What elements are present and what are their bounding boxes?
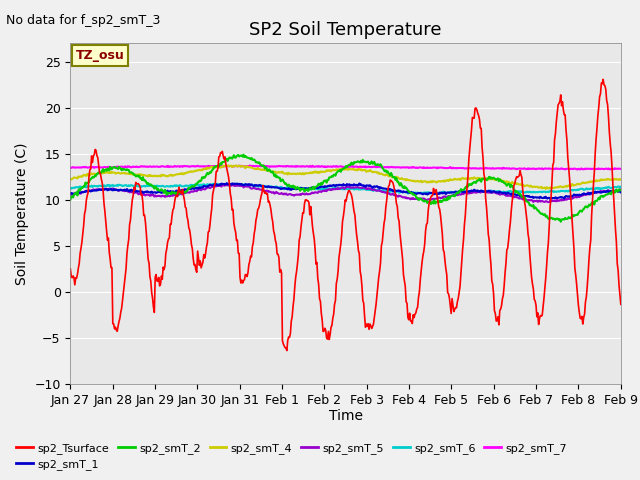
- X-axis label: Time: Time: [328, 409, 363, 423]
- Y-axis label: Soil Temperature (C): Soil Temperature (C): [15, 143, 29, 285]
- Text: No data for f_sp2_smT_3: No data for f_sp2_smT_3: [6, 14, 161, 27]
- Title: SP2 Soil Temperature: SP2 Soil Temperature: [250, 21, 442, 39]
- Legend: sp2_Tsurface, sp2_smT_1, sp2_smT_2, sp2_smT_4, sp2_smT_5, sp2_smT_6, sp2_smT_7: sp2_Tsurface, sp2_smT_1, sp2_smT_2, sp2_…: [12, 438, 572, 474]
- Text: TZ_osu: TZ_osu: [76, 49, 125, 62]
